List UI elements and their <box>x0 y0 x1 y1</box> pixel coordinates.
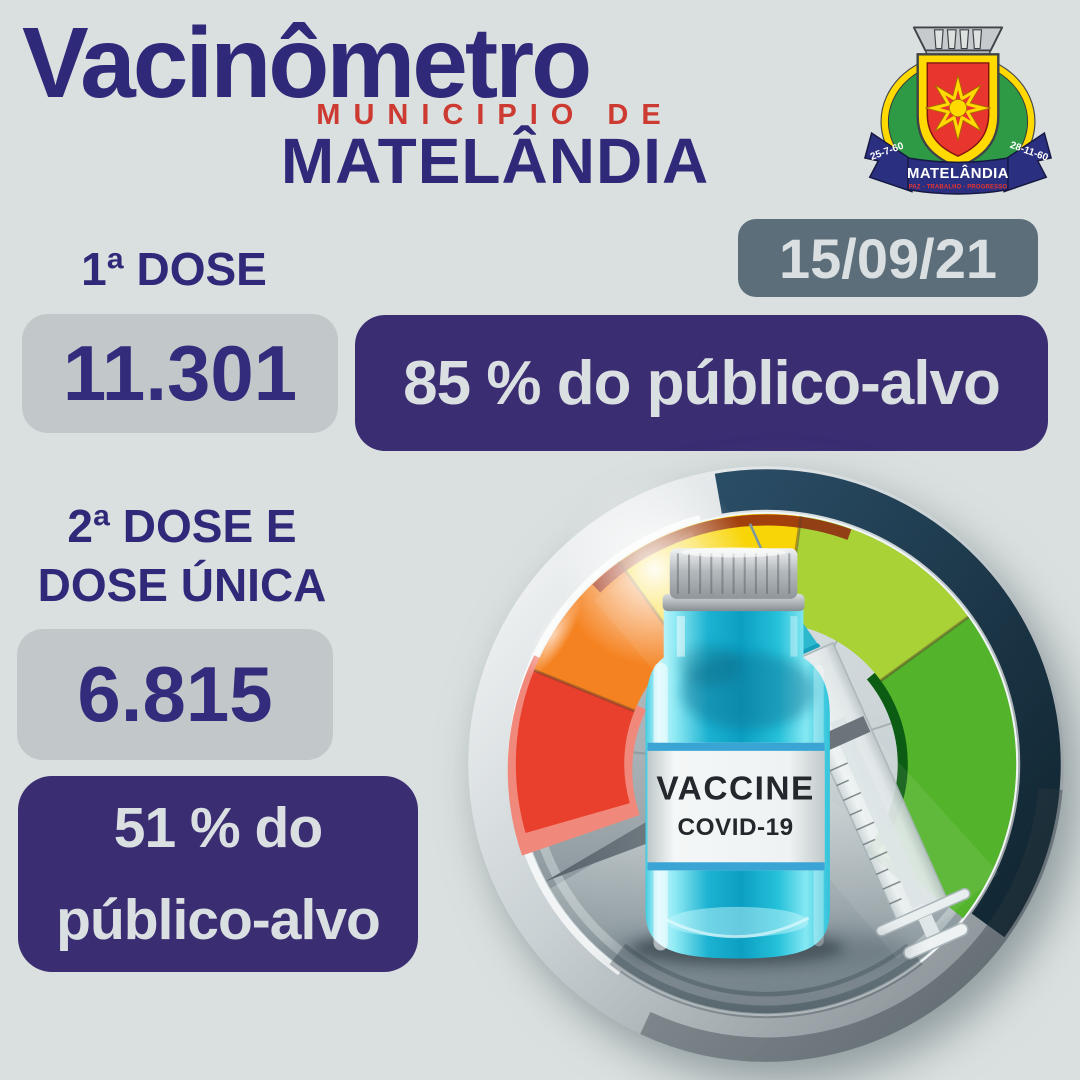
municipality-coat-of-arms-icon: 25-7-60 28-11-60 MATELÂNDIA PAZ - TRABAL… <box>863 26 1053 195</box>
sun-star-icon <box>925 75 991 141</box>
first-dose-percent-text: 85 % do público-alvo <box>403 348 1001 418</box>
second-dose-value-badge: 6.815 <box>17 629 333 760</box>
gauge-rim-navy-arc <box>714 469 1061 938</box>
vaccine-vial: VACCINE COVID-19 <box>609 547 913 973</box>
page-title: Vacinômetro <box>22 7 592 119</box>
second-dose-percent-line1: 51 % do <box>113 796 323 860</box>
vial-label: VACCINE COVID-19 <box>647 742 825 871</box>
vial-label-line1: VACCINE <box>656 770 815 807</box>
gauge-segment-lightgreen <box>785 516 969 681</box>
subtitle-municipality-prefix: MUNICIPIO DE <box>316 99 674 131</box>
first-dose-value-badge: 11.301 <box>22 314 338 433</box>
vial-label-line2: COVID-19 <box>678 814 794 841</box>
second-dose-value: 6.815 <box>77 650 273 738</box>
vaccinometer-gauge-illustration: VACCINE COVID-19 <box>468 466 1064 1062</box>
ribbon-city-name: MATELÂNDIA <box>907 164 1009 182</box>
first-dose-label: 1ª DOSE <box>81 243 267 295</box>
first-dose-value: 11.301 <box>62 329 298 417</box>
first-dose-percent-badge: 85 % do público-alvo <box>355 315 1048 451</box>
mural-crown-icon <box>912 26 1004 58</box>
date-badge: 15/09/21 <box>738 219 1038 297</box>
second-dose-label: 2ª DOSE E DOSE ÚNICA <box>6 497 358 615</box>
subtitle-municipality-name: MATELÂNDIA <box>280 125 710 197</box>
ribbon-banner: 25-7-60 28-11-60 MATELÂNDIA PAZ - TRABAL… <box>863 131 1053 195</box>
second-dose-percent-line2: público-alvo <box>56 888 381 952</box>
second-dose-label-line1: 2ª DOSE E <box>67 500 297 552</box>
gauge-color-scale <box>507 473 1017 919</box>
vial-cap <box>662 547 805 612</box>
ribbon-motto: PAZ - TRABALHO - PROGRESSO <box>909 185 1008 191</box>
gauge-segment-red <box>515 670 635 834</box>
second-dose-label-line2: DOSE ÚNICA <box>37 559 327 611</box>
second-dose-percent-badge: 51 % do público-alvo <box>18 776 418 972</box>
